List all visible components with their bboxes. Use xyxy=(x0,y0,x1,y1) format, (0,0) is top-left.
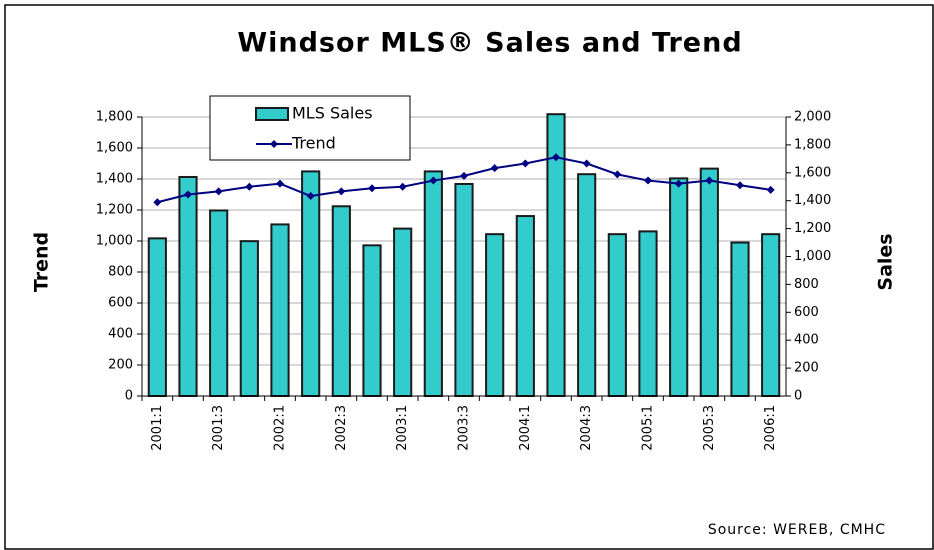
y2-tick-label: 400 xyxy=(794,333,819,348)
y2-axis-title: Sales xyxy=(875,233,897,290)
trend-marker xyxy=(398,182,407,191)
x-tick-label: 2004:3 xyxy=(579,405,594,451)
trend-marker xyxy=(368,184,376,193)
trend-marker xyxy=(582,159,591,168)
trend-marker xyxy=(521,159,530,168)
trend-marker xyxy=(644,176,652,185)
bar xyxy=(423,170,443,397)
trend-marker xyxy=(460,171,468,180)
trend-marker xyxy=(184,190,192,199)
bar xyxy=(515,215,535,397)
chart-title: Windsor MLS® Sales and Trend xyxy=(237,28,742,59)
bar xyxy=(147,237,167,397)
y-tick-label: 200 xyxy=(108,358,133,373)
y2-tick-label: 800 xyxy=(794,277,819,292)
legend-label: Trend xyxy=(291,134,336,153)
x-tick-label: 2004:1 xyxy=(518,405,533,451)
bar xyxy=(178,175,198,397)
y2-tick-label: 0 xyxy=(794,389,802,404)
bar xyxy=(607,233,627,397)
trend-marker xyxy=(276,179,284,188)
x-tick-label: 2005:1 xyxy=(641,405,656,451)
y-axis-title: Trend xyxy=(31,232,53,292)
trend-marker xyxy=(429,176,438,185)
source-note: Source: WEREB, CMHC xyxy=(708,522,886,538)
legend-swatch xyxy=(255,107,289,121)
trend-marker xyxy=(736,181,744,190)
bar xyxy=(699,167,719,397)
trend-marker xyxy=(674,179,683,188)
y2-tick-label: 600 xyxy=(794,305,819,320)
y-tick-label: 1,800 xyxy=(96,110,133,125)
trend-marker xyxy=(337,187,346,196)
bar xyxy=(577,173,597,397)
trend-marker xyxy=(766,185,775,194)
x-tick-label: 2001:1 xyxy=(150,405,165,451)
y2-tick-label: 2,000 xyxy=(794,110,831,125)
bar xyxy=(669,177,689,397)
trend-marker xyxy=(245,182,254,191)
trend-marker xyxy=(214,187,223,196)
y-tick-label: 600 xyxy=(108,296,133,311)
y-tick-label: 0 xyxy=(125,389,133,404)
y-tick-label: 1,200 xyxy=(96,203,133,218)
bar xyxy=(761,233,781,397)
x-tick-label: 2002:3 xyxy=(334,405,349,451)
trend-marker xyxy=(306,192,315,201)
trend-marker xyxy=(613,170,622,179)
y2-tick-label: 1,000 xyxy=(794,249,831,264)
x-tick-label: 2002:1 xyxy=(273,405,288,451)
x-tick-label: 2006:1 xyxy=(763,405,778,451)
x-tick-label: 2001:3 xyxy=(211,405,226,451)
trend-marker xyxy=(153,198,162,207)
y2-tick-label: 1,200 xyxy=(794,221,831,236)
bar xyxy=(730,241,750,397)
y-tick-label: 800 xyxy=(108,265,133,280)
legend-box xyxy=(209,95,411,161)
bar xyxy=(393,227,413,397)
bar xyxy=(239,240,259,397)
bar xyxy=(209,209,229,397)
trend-marker xyxy=(705,176,714,185)
y2-tick-label: 1,600 xyxy=(794,165,831,180)
legend-label: MLS Sales xyxy=(292,104,373,123)
y2-tick-label: 1,400 xyxy=(794,193,831,208)
bar xyxy=(270,223,290,397)
y2-tick-label: 200 xyxy=(794,361,819,376)
x-tick-label: 2003:1 xyxy=(395,405,410,451)
bar xyxy=(454,182,474,397)
y2-tick-label: 1,800 xyxy=(794,137,831,152)
bar xyxy=(362,244,382,397)
y-tick-label: 1,600 xyxy=(96,141,133,156)
y-tick-label: 1,400 xyxy=(96,172,133,187)
legend-marker xyxy=(270,140,278,148)
x-tick-label: 2003:3 xyxy=(457,405,472,451)
bar xyxy=(638,230,658,397)
bar xyxy=(331,205,351,397)
trend-marker xyxy=(552,153,560,162)
y-tick-label: 400 xyxy=(108,327,133,342)
trend-marker xyxy=(490,164,499,173)
bar xyxy=(301,170,321,397)
bar xyxy=(485,233,505,397)
y-tick-label: 1,000 xyxy=(96,234,133,249)
x-tick-label: 2005:3 xyxy=(702,405,717,451)
